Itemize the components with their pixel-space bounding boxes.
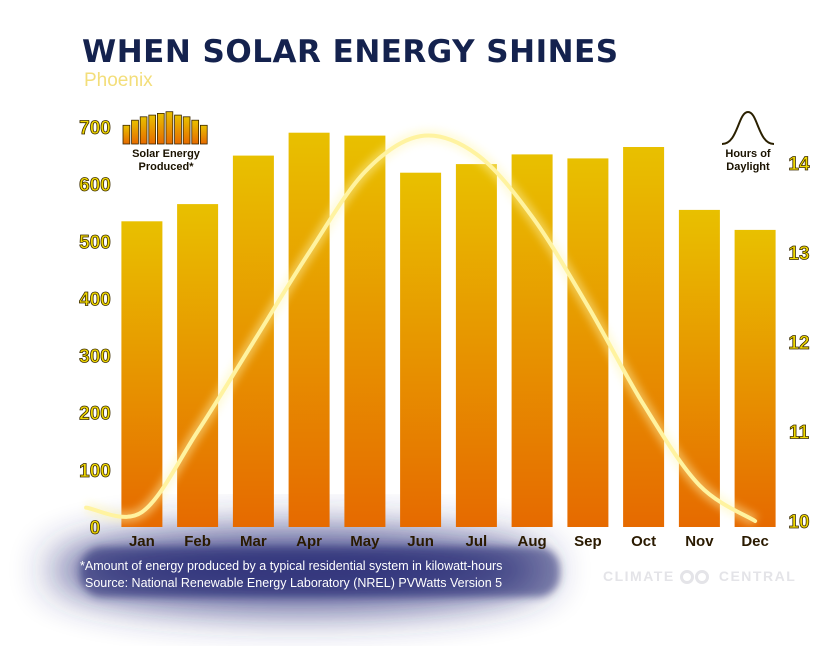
month-label-jun: Jun bbox=[407, 533, 434, 550]
bar-jan bbox=[121, 221, 163, 528]
line-legend-line-1: Hours of bbox=[725, 148, 771, 160]
bar-dec bbox=[734, 229, 776, 527]
bar-legend-icon-bar bbox=[156, 113, 165, 145]
left-tick-label: 300 bbox=[79, 347, 111, 368]
right-tick-label: 14 bbox=[788, 154, 810, 175]
line-legend-label: Hours of Daylight bbox=[710, 148, 786, 174]
footnote-backdrop bbox=[80, 547, 560, 597]
left-tick-label: 700 bbox=[79, 118, 111, 139]
bar-legend-line-2: Produced* bbox=[138, 161, 194, 173]
right-tick-label: 11 bbox=[789, 423, 810, 444]
bar-legend-icon-bar bbox=[131, 119, 139, 145]
bar-sep bbox=[567, 158, 609, 527]
bar-feb bbox=[177, 204, 219, 527]
bar-apr bbox=[288, 132, 330, 527]
month-label-dec: Dec bbox=[741, 533, 769, 550]
right-tick-label: 10 bbox=[788, 512, 809, 533]
bar-legend-icon-bar bbox=[182, 116, 191, 145]
right-tick-label: 13 bbox=[788, 244, 809, 265]
month-label-aug: Aug bbox=[518, 533, 547, 550]
left-tick-label: 400 bbox=[79, 289, 111, 310]
line-legend-line-2: Daylight bbox=[726, 161, 770, 173]
bar-legend-icon-bar bbox=[148, 114, 157, 145]
left-tick-label: 500 bbox=[79, 232, 111, 253]
bar-legend-label: Solar Energy Produced* bbox=[114, 148, 218, 174]
bar-jun bbox=[400, 172, 442, 527]
month-label-oct: Oct bbox=[631, 533, 656, 550]
bar-legend-icon-bar bbox=[139, 116, 148, 145]
chart-subtitle: Phoenix bbox=[84, 70, 153, 91]
daylight-line bbox=[84, 133, 758, 523]
brand-right: CENTRAL bbox=[718, 568, 797, 584]
bar-jul bbox=[455, 164, 497, 527]
left-tick-label: 200 bbox=[79, 404, 111, 425]
left-tick-label: 100 bbox=[79, 461, 111, 482]
climate-central-logo: CLIMATE CENTRAL bbox=[603, 568, 797, 585]
month-label-sep: Sep bbox=[574, 533, 602, 550]
left-tick-label: 600 bbox=[79, 175, 111, 196]
footnote-note: *Amount of energy produced by a typical … bbox=[80, 559, 503, 573]
bar-legend-icon-bar bbox=[165, 111, 174, 145]
logo-ring-icon bbox=[695, 570, 710, 585]
month-label-nov: Nov bbox=[685, 533, 714, 550]
month-label-mar: Mar bbox=[240, 533, 267, 550]
bar-legend-icon-bar bbox=[199, 124, 208, 145]
month-label-jan: Jan bbox=[129, 533, 155, 550]
footnote-source: Source: National Renewable Energy Labora… bbox=[85, 576, 503, 590]
bar-legend-icon-bar bbox=[122, 124, 131, 145]
bar-legend-icon bbox=[122, 111, 208, 145]
left-tick-label: 0 bbox=[90, 518, 101, 539]
month-label-jul: Jul bbox=[466, 533, 488, 550]
brand-left: CLIMATE bbox=[603, 568, 675, 584]
bar-oct bbox=[623, 147, 665, 527]
bar-legend-icon-bar bbox=[174, 114, 182, 145]
right-tick-label: 12 bbox=[788, 333, 809, 354]
bar-may bbox=[344, 135, 386, 527]
month-label-feb: Feb bbox=[184, 533, 211, 550]
month-label-may: May bbox=[350, 533, 380, 550]
line-legend-icon bbox=[721, 110, 775, 145]
logo-ring-icon bbox=[680, 570, 695, 585]
chart-title: WHEN SOLAR ENERGY SHINES bbox=[82, 34, 619, 70]
bar-legend-icon-bar bbox=[191, 119, 200, 145]
month-label-apr: Apr bbox=[296, 533, 322, 550]
bar-legend-line-1: Solar Energy bbox=[132, 148, 200, 160]
